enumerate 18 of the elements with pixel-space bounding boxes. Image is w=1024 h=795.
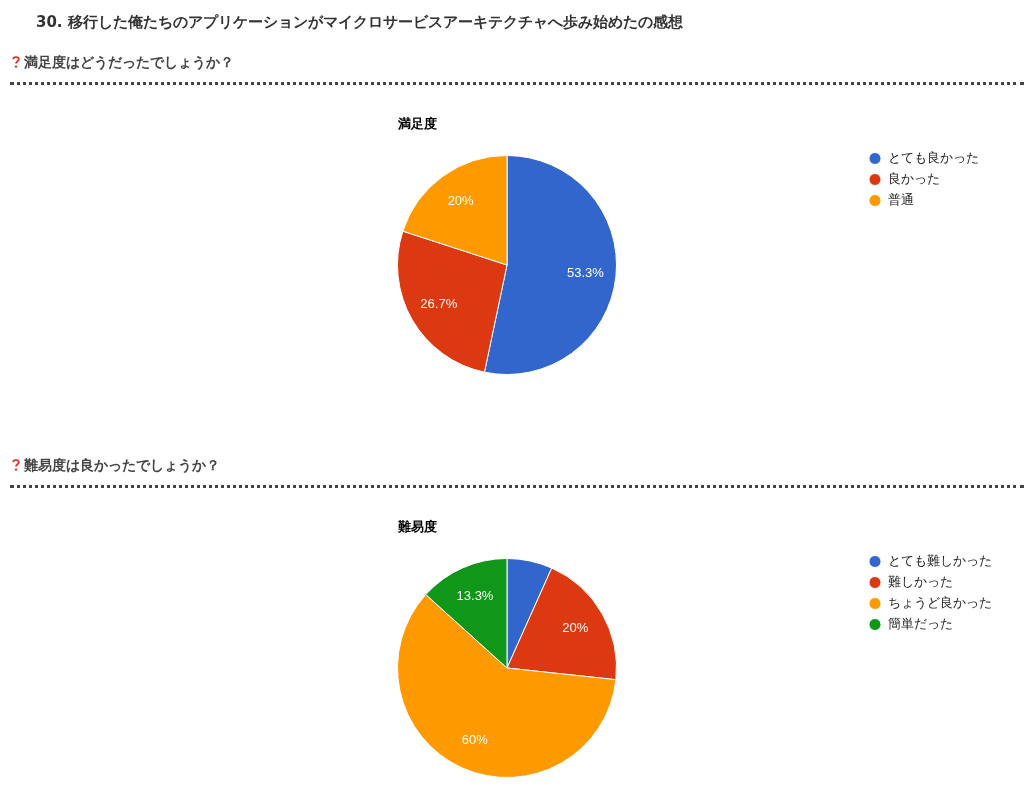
text: 30. 移行した俺たちのアプリケーションがマイクロサービスアーキテクチャへ歩み始めたの感想: [35, 12, 684, 32]
data-label: 53.3%: [566, 264, 605, 280]
legend-label: 難しかった: [887, 573, 953, 589]
legend-label: とても難しかった: [887, 552, 992, 568]
data-label: 60%: [461, 731, 489, 747]
data-label: 20%: [562, 620, 589, 636]
legend-label: ちょうど良かった: [887, 594, 992, 610]
text: 満足度はどうだったでしょうか？: [24, 54, 234, 70]
data-label: 13.3%: [456, 587, 494, 603]
data-label: 20%: [447, 192, 475, 208]
legend-label: 良かった: [887, 170, 940, 186]
legend-label: 簡単だった: [887, 615, 953, 631]
chart-title: 難易度: [397, 519, 437, 535]
chart-title: 満足度: [397, 116, 437, 132]
text: 難易度は良かったでしょうか？: [24, 457, 220, 473]
data-label: 26.7%: [420, 296, 458, 312]
legend-label: とても良かった: [887, 149, 979, 165]
legend-label: 普通: [887, 191, 914, 207]
